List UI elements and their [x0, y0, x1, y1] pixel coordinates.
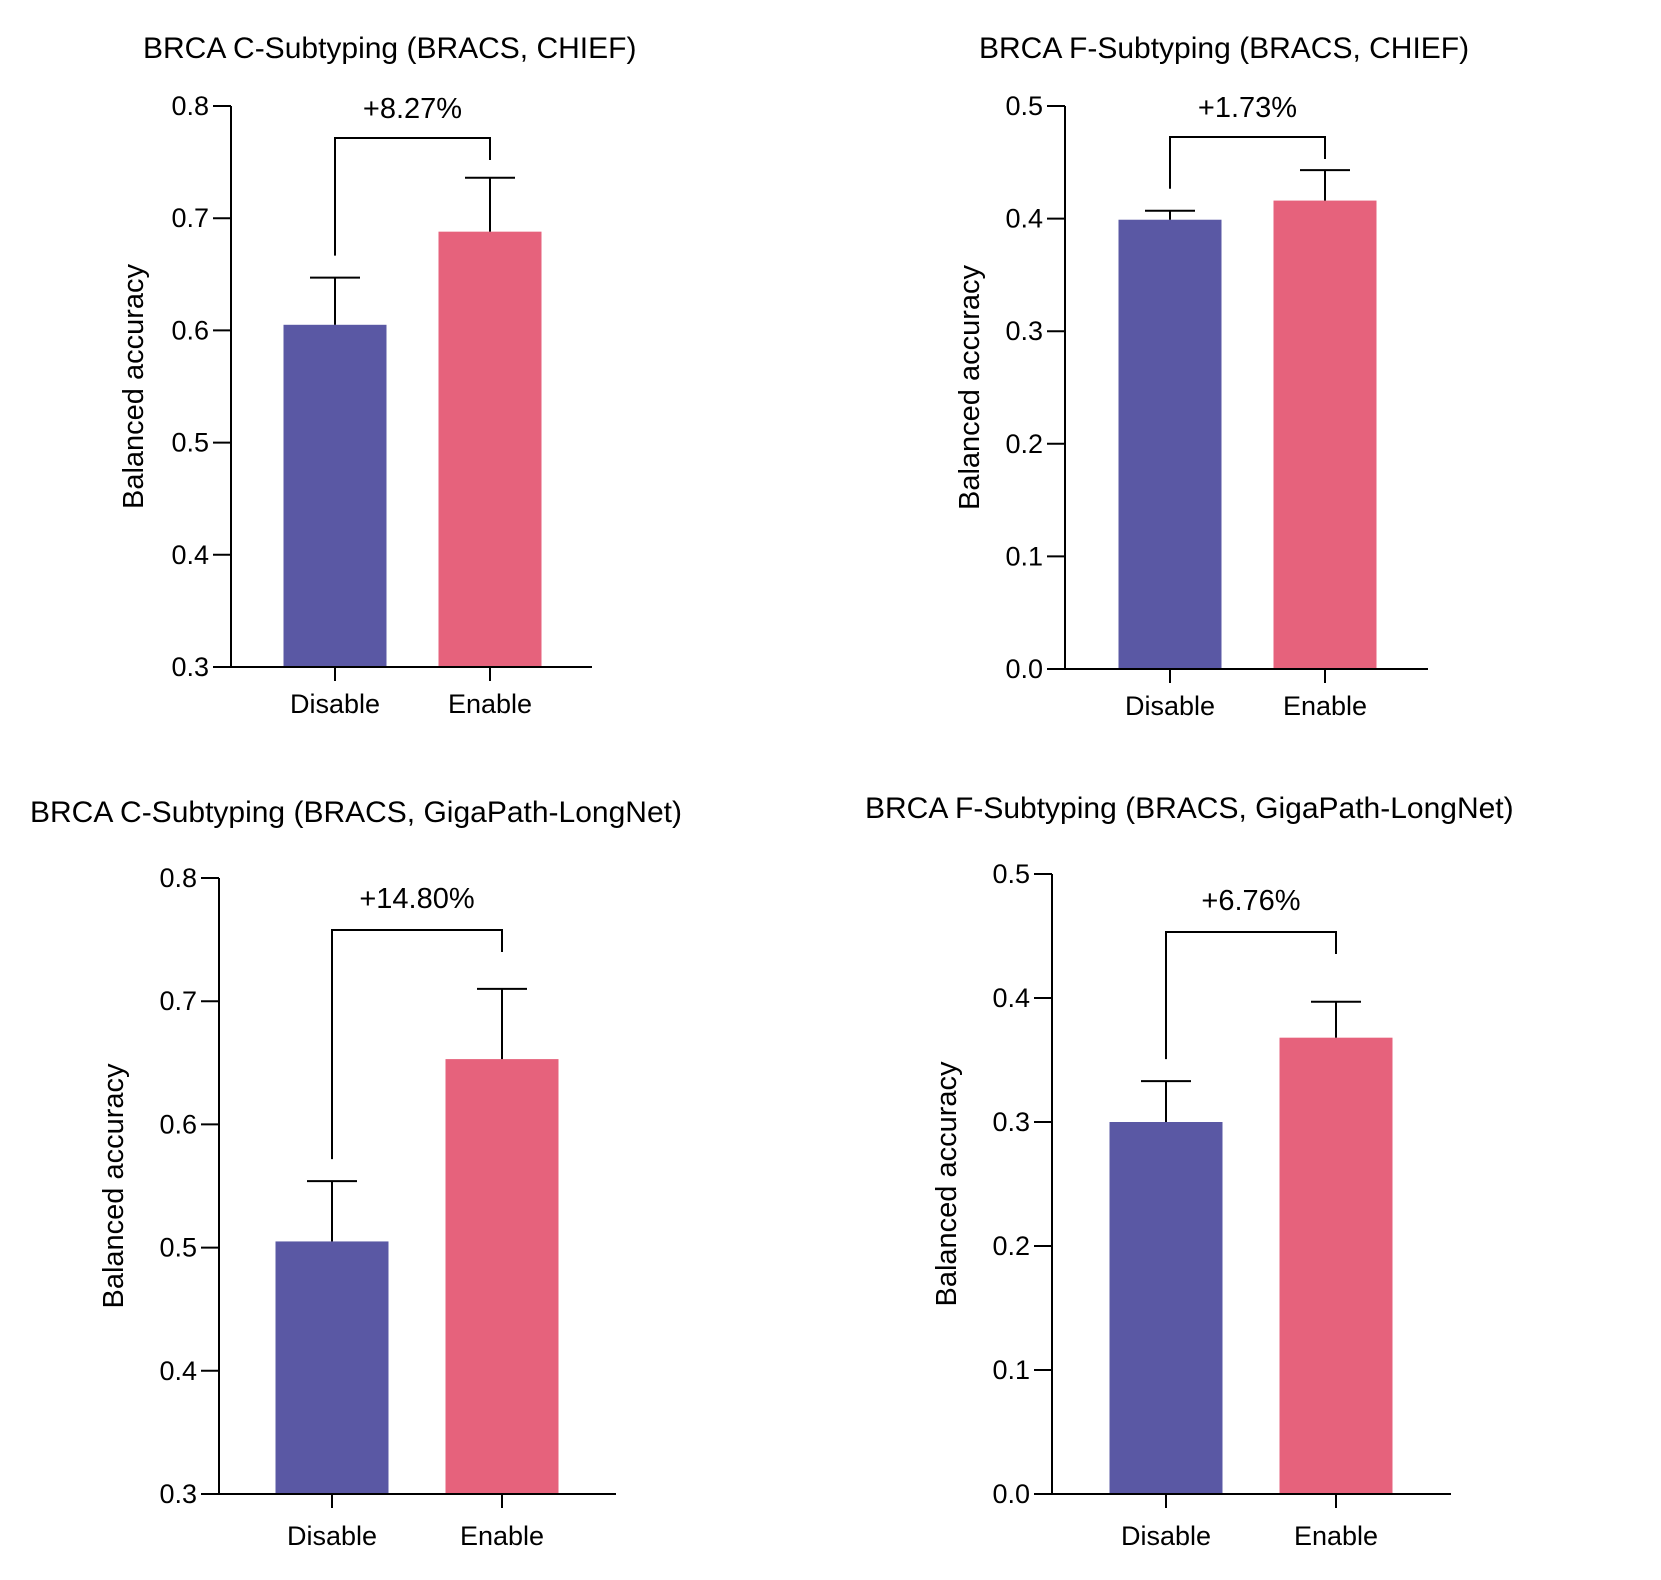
y-tick-label: 0.3 [992, 1107, 1030, 1137]
y-tick-label: 0.3 [171, 652, 209, 682]
y-tick-label: 0.1 [1005, 541, 1043, 571]
x-tick-label-enable: Enable [1294, 1521, 1378, 1551]
y-tick-label: 0.5 [1005, 91, 1043, 121]
y-axis-label: Balanced accuracy [931, 1061, 963, 1307]
y-tick-label: 0.7 [171, 203, 209, 233]
chart-panel-3: BRCA C-Subtyping (BRACS, GigaPath-LongNe… [30, 796, 682, 1551]
bar-disable [1118, 219, 1222, 669]
chart-title: BRCA C-Subtyping (BRACS, GigaPath-LongNe… [30, 796, 682, 829]
y-tick-label: 0.1 [992, 1355, 1030, 1385]
y-tick-label: 0.0 [992, 1479, 1030, 1509]
y-tick-label: 0.5 [992, 859, 1030, 889]
chart-title: BRCA F-Subtyping (BRACS, GigaPath-LongNe… [865, 792, 1514, 825]
significance-bracket [1165, 931, 1337, 1060]
improvement-annotation: +8.27% [363, 93, 462, 125]
bar-enable [438, 231, 542, 667]
bar-disable [1109, 1122, 1223, 1494]
y-axis-label: Balanced accuracy [118, 263, 150, 509]
significance-bracket [334, 137, 491, 256]
y-tick-label: 0.3 [1005, 316, 1043, 346]
y-tick-label: 0.8 [159, 863, 197, 893]
x-tick-label-disable: Disable [290, 689, 380, 719]
y-tick-label: 0.2 [992, 1231, 1030, 1261]
y-tick-label: 0.6 [159, 1109, 197, 1139]
chart-panel-2: BRCA F-Subtyping (BRACS, CHIEF) 0.0 0.1 0.2… [954, 32, 1469, 721]
y-tick-label: 0.4 [1005, 204, 1043, 234]
y-tick-label: 0.4 [992, 983, 1030, 1013]
x-tick-label-enable: Enable [448, 689, 532, 719]
y-tick-label: 0.3 [159, 1479, 197, 1509]
x-tick-label-disable: Disable [1121, 1521, 1211, 1551]
y-tick-label: 0.6 [171, 315, 209, 345]
y-tick-label: 0.5 [159, 1233, 197, 1263]
y-tick-label: 0.8 [171, 91, 209, 121]
bar-enable [1273, 200, 1377, 670]
x-tick-label-disable: Disable [287, 1521, 377, 1551]
chart-panel-4: BRCA F-Subtyping (BRACS, GigaPath-LongNe… [865, 792, 1514, 1551]
significance-bracket [1169, 136, 1326, 189]
bar-enable [1279, 1037, 1393, 1494]
y-tick-label: 0.4 [171, 540, 209, 570]
y-tick-label: 0.0 [1005, 654, 1043, 684]
y-tick-label: 0.4 [159, 1356, 197, 1386]
y-tick-label: 0.7 [159, 986, 197, 1016]
y-axis-label: Balanced accuracy [98, 1063, 130, 1309]
x-tick-label-enable: Enable [460, 1521, 544, 1551]
chart-panel-1: BRCA C-Subtyping (BRACS, CHIEF) 0.3 0.4 0.5… [118, 32, 636, 719]
chart-title: BRCA F-Subtyping (BRACS, CHIEF) [979, 32, 1469, 65]
bar-disable [275, 1241, 389, 1494]
x-tick-label-disable: Disable [1125, 691, 1215, 721]
improvement-annotation: +1.73% [1198, 92, 1297, 124]
improvement-annotation: +14.80% [359, 883, 474, 915]
improvement-annotation: +6.76% [1201, 885, 1300, 917]
y-tick-label: 0.5 [171, 428, 209, 458]
y-tick-label: 0.2 [1005, 429, 1043, 459]
significance-bracket [331, 929, 503, 1160]
x-tick-label-enable: Enable [1283, 691, 1367, 721]
bar-enable [445, 1059, 559, 1494]
chart-title: BRCA C-Subtyping (BRACS, CHIEF) [143, 32, 636, 65]
y-axis-label: Balanced accuracy [954, 264, 986, 510]
bar-disable [283, 324, 387, 667]
